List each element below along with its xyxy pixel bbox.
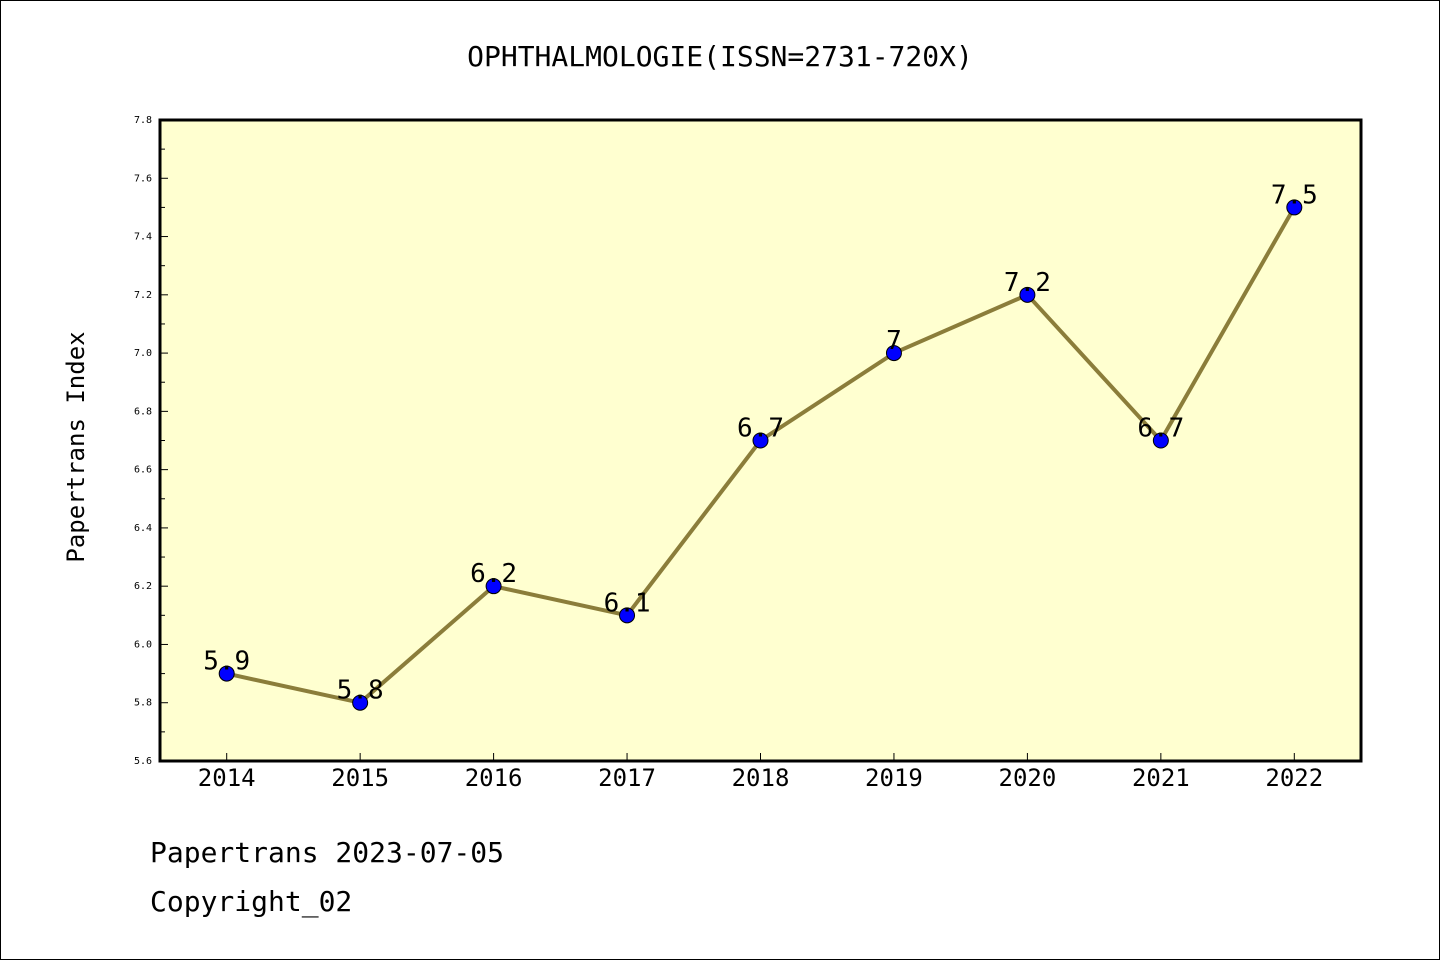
y-tick-label: 5.8 xyxy=(134,698,152,709)
y-tick-label: 6.4 xyxy=(134,523,152,534)
data-label-group: 5.9 5.8 6.2 6.1 6.7 7 7.2 6.7 7.5 xyxy=(203,180,1318,705)
y-tick-label: 7.0 xyxy=(134,348,152,359)
y-tick-label: 5.6 xyxy=(134,756,152,767)
data-label: 7.2 xyxy=(1004,268,1051,298)
footer-date-text: Papertrans 2023-07-05 xyxy=(150,836,505,869)
x-axis: 2014 2015 2016 2017 2018 2019 2020 2021 2022 xyxy=(198,753,1323,792)
x-tick-label: 2015 xyxy=(331,764,389,792)
y-tick-label: 6.2 xyxy=(134,581,152,592)
data-label: 7 xyxy=(886,326,902,356)
x-tick-label: 2018 xyxy=(732,764,790,792)
data-point-marker xyxy=(1152,432,1169,449)
data-label: 7.5 xyxy=(1271,180,1318,210)
x-tick-label: 2022 xyxy=(1265,764,1323,792)
y-tick-label: 6.0 xyxy=(134,639,152,650)
y-axis-label: Papertrans Index xyxy=(62,331,90,562)
data-label: 6.7 xyxy=(1137,414,1184,444)
data-point-marker xyxy=(485,578,502,595)
data-point-marker xyxy=(1286,199,1303,216)
y-tick-label: 7.2 xyxy=(134,290,152,301)
footer-copyright-text: Copyright_02 xyxy=(150,885,353,918)
data-point-marker xyxy=(619,607,636,624)
data-point-marker xyxy=(885,345,902,362)
data-label: 6.7 xyxy=(737,414,784,444)
y-tick-label: 6.8 xyxy=(134,406,152,417)
data-point-marker xyxy=(1019,286,1036,303)
y-axis: 5.6 5.8 6.0 6.2 6.4 6.6 6.8 7.0 7.2 7.4 7.6 7.8 xyxy=(134,115,168,767)
y-tick-label: 7.8 xyxy=(134,115,152,126)
chart-title: OPHTHALMOLOGIE(ISSN=2731-720X) xyxy=(467,40,973,73)
y-tick-label: 7.4 xyxy=(134,232,152,243)
y-tick-label: 6.6 xyxy=(134,465,152,476)
data-label: 6.1 xyxy=(604,588,651,618)
data-point-marker xyxy=(352,694,369,711)
x-tick-label: 2019 xyxy=(865,764,923,792)
y-tick-label: 7.6 xyxy=(134,173,152,184)
data-point-marker xyxy=(752,432,769,449)
x-tick-label: 2021 xyxy=(1132,764,1190,792)
marker-group xyxy=(218,199,1303,711)
data-point-marker xyxy=(218,665,235,682)
data-label: 6.2 xyxy=(470,559,517,589)
data-label: 5.9 xyxy=(203,647,250,677)
x-tick-label: 2016 xyxy=(465,764,523,792)
x-tick-label: 2020 xyxy=(999,764,1057,792)
data-label: 5.8 xyxy=(337,676,384,706)
x-tick-label: 2014 xyxy=(198,764,256,792)
x-tick-label: 2017 xyxy=(598,764,656,792)
